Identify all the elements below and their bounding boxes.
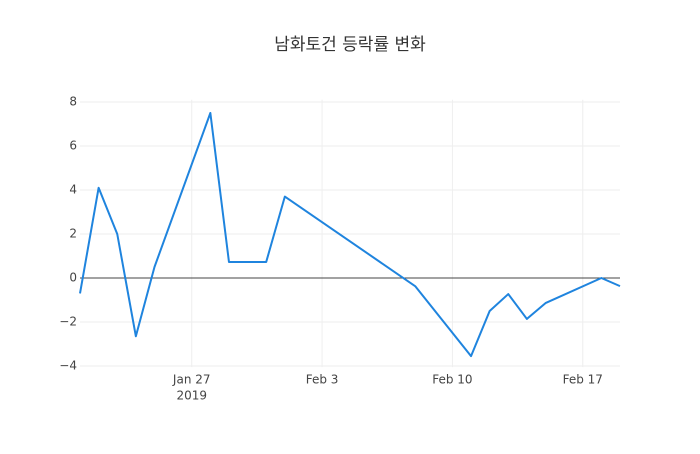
y-tick-label: 4 xyxy=(69,183,77,197)
x-tick-label: Feb 3 xyxy=(306,373,339,387)
y-tick-label: −2 xyxy=(59,315,77,329)
x-tick-label: Jan 27 xyxy=(172,373,211,387)
y-tick-label: −4 xyxy=(59,359,77,373)
chart-title: 남화토건 등락률 변화 xyxy=(274,35,426,55)
y-tick-label: 8 xyxy=(69,95,77,109)
y-tick-label: 6 xyxy=(69,139,77,153)
y-tick-label: 2 xyxy=(69,227,77,241)
x-tick-label: Feb 17 xyxy=(563,373,603,387)
x-tick-year: 2019 xyxy=(176,389,207,403)
y-tick-label: 0 xyxy=(69,271,77,285)
line-series xyxy=(79,112,621,358)
x-tick-label: Feb 10 xyxy=(432,373,472,387)
